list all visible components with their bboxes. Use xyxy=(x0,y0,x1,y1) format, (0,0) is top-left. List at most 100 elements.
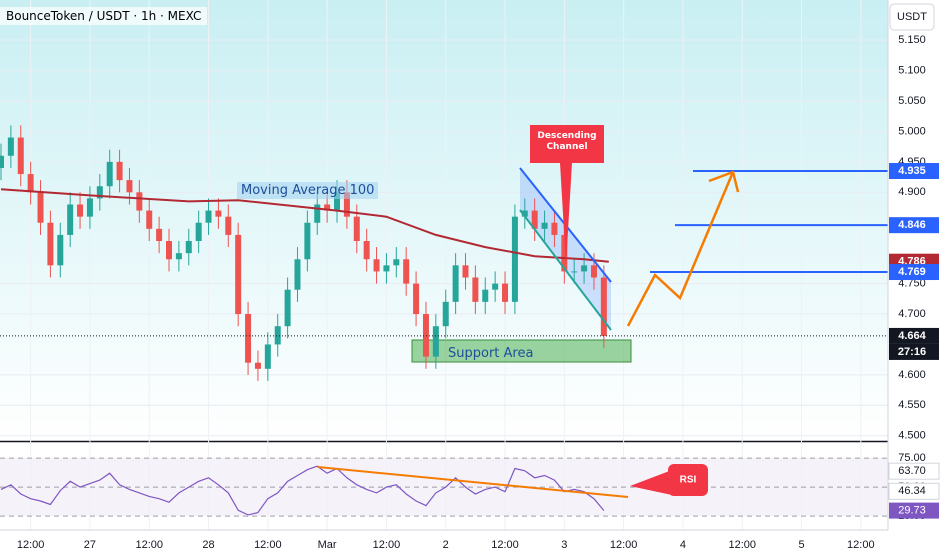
candle-body xyxy=(482,289,489,302)
candle-body xyxy=(413,283,420,315)
candle-body xyxy=(492,283,499,290)
y-tick-label: 5.050 xyxy=(898,95,926,107)
candle-body xyxy=(254,362,261,369)
rsi-tag xyxy=(889,502,939,519)
candle-body xyxy=(27,174,34,193)
rsi-callout-pointer xyxy=(630,470,672,495)
x-tick-label: 12:00 xyxy=(17,539,45,551)
price-tag-label: 4.769 xyxy=(898,266,926,278)
candle-body xyxy=(373,259,380,272)
candle-body xyxy=(334,192,341,211)
candle-body xyxy=(531,210,538,229)
candle-body xyxy=(195,222,202,241)
candle-body xyxy=(264,344,271,369)
candle-body xyxy=(205,210,212,223)
candle-body xyxy=(235,234,242,315)
x-tick-label: Mar xyxy=(318,539,337,551)
x-tick-label: 12:00 xyxy=(728,539,756,551)
price-tag-label: 4.664 xyxy=(898,330,926,342)
candle-body xyxy=(156,228,163,241)
candle-body xyxy=(452,265,459,302)
rsi-tag xyxy=(888,482,940,500)
candle-body xyxy=(422,314,429,357)
series-line xyxy=(0,188,609,263)
candle-body xyxy=(442,301,449,327)
candle-body xyxy=(57,234,64,266)
candle-body xyxy=(116,161,123,181)
candle-body xyxy=(294,259,301,290)
x-tick-label: 3 xyxy=(561,539,567,551)
candle-body xyxy=(96,186,103,199)
candle-body xyxy=(126,180,133,193)
y-tick-label: 4.600 xyxy=(898,369,926,381)
candle-body xyxy=(571,271,578,273)
y-tick-label: 4.500 xyxy=(898,430,926,442)
candle-body xyxy=(77,204,84,217)
rsi-tag xyxy=(888,462,940,480)
candle-body xyxy=(502,283,509,302)
candle-body xyxy=(590,265,597,278)
candle-body xyxy=(7,137,14,156)
candle-body xyxy=(403,259,410,284)
rsi-trendline xyxy=(317,466,629,498)
currency-button[interactable] xyxy=(889,3,935,31)
x-tick-label: 12:00 xyxy=(847,539,875,551)
ma-label: Moving Average 100 xyxy=(237,182,379,199)
y-tick-label: 4.750 xyxy=(898,278,926,290)
candle-body xyxy=(175,253,182,260)
candle-body xyxy=(561,234,568,272)
candle-body xyxy=(551,222,558,235)
pane-marks xyxy=(0,125,609,381)
marks xyxy=(0,125,888,516)
candle-body xyxy=(37,192,44,223)
projection xyxy=(626,171,735,327)
x-tick-label: 12:00 xyxy=(610,539,638,551)
candle-body xyxy=(47,222,54,266)
rsi-pane xyxy=(0,443,888,530)
candle-body xyxy=(146,210,153,229)
price-pane xyxy=(0,0,888,440)
candle-body xyxy=(274,326,281,345)
price-tag xyxy=(889,264,939,281)
price-tag-label: 4.935 xyxy=(898,165,926,177)
candle-body xyxy=(166,240,173,260)
projection-arrowhead xyxy=(708,170,740,193)
channel-label: Descending Channel xyxy=(537,131,597,152)
x-tick-label: 12:00 xyxy=(491,539,519,551)
rsi-tag-label: 46.34 xyxy=(898,485,926,497)
rsi-tag-label: 29.73 xyxy=(898,504,926,516)
x-tick-label: 12:00 xyxy=(135,539,163,551)
x-tick-label: 12:00 xyxy=(373,539,401,551)
candle-body xyxy=(304,222,311,260)
candle-body xyxy=(600,277,607,336)
candle-body xyxy=(225,216,232,235)
candle-body xyxy=(67,204,74,235)
candle-body xyxy=(136,192,143,211)
candle-body xyxy=(363,240,370,260)
candle-body xyxy=(581,265,588,272)
x-tick-label: 4 xyxy=(680,539,686,551)
candle-body xyxy=(215,210,222,217)
candle-body xyxy=(106,161,113,187)
candle-body xyxy=(343,192,350,217)
y-tick-label: 5.150 xyxy=(898,34,926,46)
currency[interactable]: USDT xyxy=(897,11,927,23)
chart-title: BounceToken / USDT · 1h · MEXC xyxy=(0,7,208,25)
time-axis xyxy=(0,530,888,560)
candle-body xyxy=(17,137,24,175)
y-tick-label: 5.100 xyxy=(898,65,926,77)
candle-body xyxy=(314,204,321,223)
candle-body xyxy=(432,326,439,357)
y-tick-label: 75.00 xyxy=(898,452,926,464)
candle-body xyxy=(353,216,360,241)
channel-callout xyxy=(530,125,604,265)
y-tick-label: 4.900 xyxy=(898,186,926,198)
candle-body xyxy=(383,265,390,272)
candle-body xyxy=(393,259,400,266)
rsi-tag-label: 63.70 xyxy=(898,465,926,477)
support-label: Support Area xyxy=(448,346,534,361)
candle-body xyxy=(86,198,93,217)
x-tick-label: 2 xyxy=(443,539,449,551)
